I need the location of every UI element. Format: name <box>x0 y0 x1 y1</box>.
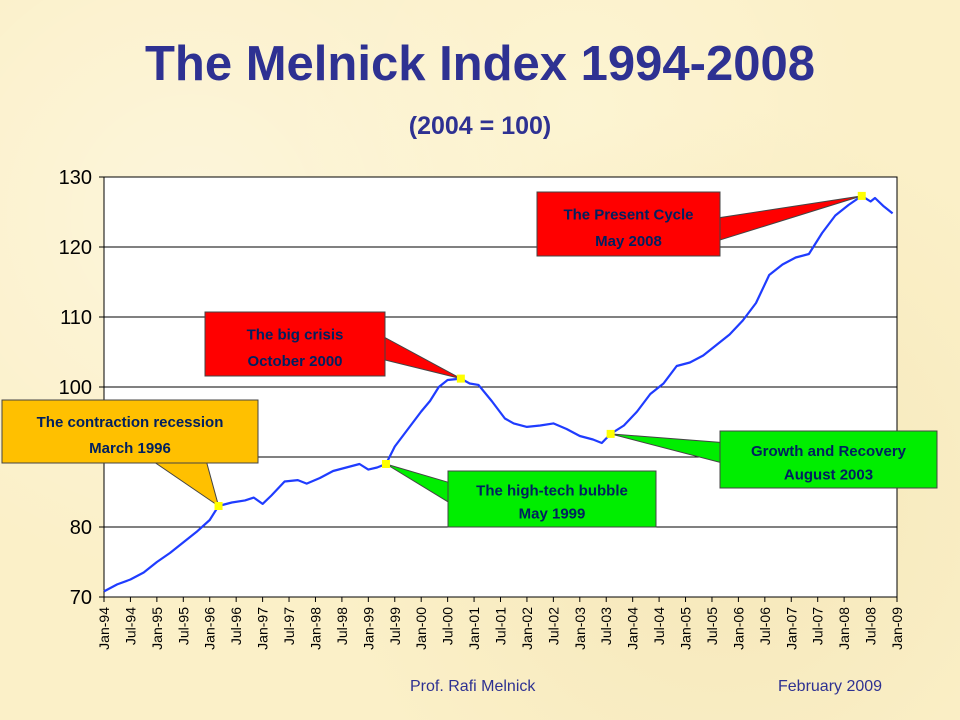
turning-point-marker <box>381 460 390 468</box>
y-tick-label: 120 <box>59 237 92 259</box>
x-tick-label: Jul-00 <box>440 607 456 645</box>
callout-label: The high-tech bubble <box>476 483 628 500</box>
y-tick-label: 110 <box>60 307 92 329</box>
callout-label: The contraction recession <box>37 414 224 431</box>
turning-point-marker <box>456 374 465 383</box>
x-tick-label: Jan-02 <box>519 607 535 650</box>
x-tick-label: Jul-95 <box>175 607 191 645</box>
callout-box <box>536 191 721 257</box>
x-tick-label: Jul-94 <box>122 607 138 645</box>
x-tick-label: Jul-03 <box>598 607 614 645</box>
turning-point-marker <box>606 429 615 438</box>
callout-date: October 2000 <box>247 353 342 370</box>
callout-box <box>204 311 386 377</box>
x-tick-label: Jan-05 <box>678 607 694 650</box>
callout-label: The Present Cycle <box>563 206 693 223</box>
y-tick-label: 100 <box>59 377 92 399</box>
callout-date: March 1996 <box>89 440 171 457</box>
footer-author: Prof. Rafi Melnick <box>410 678 536 695</box>
x-tick-label: Jan-03 <box>572 607 588 650</box>
callout-box <box>447 470 657 528</box>
callout-date: May 2008 <box>595 233 662 250</box>
x-tick-label: Jan-96 <box>202 607 218 650</box>
x-tick-label: Jan-04 <box>625 607 641 650</box>
x-tick-label: Jul-01 <box>493 607 509 645</box>
x-tick-label: Jul-02 <box>545 607 561 645</box>
x-tick-label: Jan-09 <box>889 607 905 650</box>
callout-box <box>719 430 938 489</box>
callout-label: The big crisis <box>247 326 344 343</box>
callout-label: Growth and Recovery <box>751 443 907 460</box>
chart-title: The Melnick Index 1994-2008 <box>145 37 815 91</box>
x-tick-label: Jul-06 <box>757 607 773 645</box>
y-tick-label: 80 <box>70 517 92 539</box>
x-tick-label: Jan-06 <box>730 607 746 650</box>
x-tick-label: Jul-97 <box>281 607 297 645</box>
x-tick-label: Jul-07 <box>810 607 826 645</box>
x-tick-label: Jul-04 <box>651 607 667 645</box>
x-tick-label: Jul-98 <box>334 607 350 645</box>
x-tick-label: Jan-08 <box>836 607 852 650</box>
x-tick-label: Jan-98 <box>307 607 323 650</box>
series-line <box>103 194 894 593</box>
x-tick-label: Jan-01 <box>466 607 482 650</box>
footer-date: February 2009 <box>778 678 883 695</box>
x-tick-label: Jul-99 <box>387 607 403 645</box>
turning-point-marker <box>214 502 223 510</box>
callout-box <box>1 399 259 464</box>
callout-date: May 1999 <box>519 506 586 523</box>
x-tick-label: Jan-97 <box>255 607 271 650</box>
callout-date: August 2003 <box>784 466 873 483</box>
chart-subtitle: (2004 = 100) <box>408 112 552 140</box>
x-tick-label: Jul-08 <box>863 607 879 645</box>
x-tick-label: Jan-99 <box>360 607 376 650</box>
x-tick-label: Jan-95 <box>149 607 165 650</box>
x-tick-label: Jan-94 <box>96 607 112 650</box>
y-tick-label: 130 <box>59 167 92 189</box>
turning-point-marker <box>857 191 866 200</box>
x-tick-label: Jan-00 <box>413 607 429 650</box>
x-tick-label: Jul-96 <box>228 607 244 645</box>
x-tick-label: Jan-07 <box>783 607 799 650</box>
x-tick-label: Jul-05 <box>704 607 720 645</box>
y-tick-label: 70 <box>70 587 92 609</box>
